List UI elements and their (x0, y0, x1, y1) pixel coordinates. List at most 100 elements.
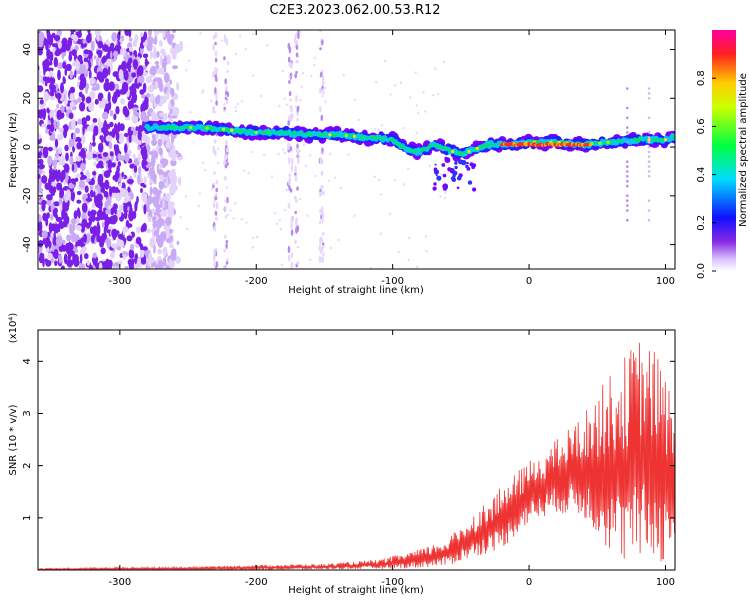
colorbar-tick-label: 0.8 (696, 70, 707, 86)
ridge-cell (252, 129, 255, 133)
ridge-cell (337, 132, 341, 136)
noise-speckle (82, 124, 85, 136)
noise-speckle (444, 190, 447, 193)
noise-speckle (38, 70, 41, 76)
noise-speckle (149, 73, 153, 79)
noise-speckle (155, 192, 161, 199)
noise-speckle (225, 85, 228, 93)
ridge-cell (217, 128, 221, 132)
noise-speckle (43, 147, 49, 159)
noise-speckle (275, 222, 279, 226)
noise-speckle (288, 80, 291, 84)
spectrogram-x-label: Height of straight line (km) (288, 285, 424, 296)
noise-speckle (58, 254, 63, 264)
noise-speckle (63, 253, 68, 265)
noise-speckle (92, 133, 96, 143)
noise-speckle (78, 263, 86, 269)
noise-speckle (163, 72, 170, 84)
noise-speckle (44, 182, 51, 190)
noise-speckle (102, 261, 107, 269)
noise-speckle (319, 47, 322, 51)
noise-speckle (189, 111, 192, 114)
noise-speckle (320, 151, 323, 154)
ridge-cell (603, 140, 608, 145)
noise-speckle (296, 60, 299, 64)
y-tick-label: -20 (22, 188, 33, 204)
noise-speckle (158, 165, 162, 171)
noise-speckle (298, 155, 301, 159)
noise-speckle (162, 199, 165, 209)
noise-speckle (407, 258, 410, 262)
noise-speckle (299, 99, 302, 102)
ridge-blob (472, 163, 477, 168)
noise-speckle (274, 212, 277, 215)
noise-speckle (128, 37, 133, 42)
noise-speckle (143, 41, 148, 47)
noise-speckle (309, 258, 312, 261)
ridge-cell (186, 127, 190, 130)
noise-speckle (214, 149, 217, 157)
noise-speckle (178, 40, 184, 52)
noise-speckle (224, 39, 227, 43)
noise-speckle (215, 216, 218, 221)
noise-speckle (202, 161, 205, 164)
ridge-cell (331, 133, 336, 138)
ridge-cell (324, 133, 327, 137)
noise-speckle (310, 74, 313, 78)
noise-speckle (90, 40, 95, 52)
noise-speckle (439, 195, 442, 198)
noise-speckle (149, 186, 153, 196)
ridge-cell (210, 126, 215, 131)
noise-speckle (134, 254, 138, 265)
noise-speckle (84, 253, 89, 260)
noise-speckle (59, 189, 63, 201)
noise-speckle (142, 246, 148, 251)
ridge-blob (442, 173, 447, 178)
noise-speckle (127, 100, 133, 110)
noise-speckle (48, 51, 54, 62)
noise-speckle (70, 151, 73, 158)
noise-speckle (64, 192, 69, 203)
noise-speckle (130, 126, 135, 132)
noise-speckle (170, 251, 177, 261)
noise-speckle (80, 175, 87, 180)
noise-speckle (283, 97, 286, 101)
ridge-cell (175, 125, 178, 128)
noise-speckle (287, 56, 291, 63)
ridge-cell (248, 129, 252, 133)
ridge-cell (672, 134, 675, 139)
noise-speckle (131, 134, 135, 143)
noise-speckle (109, 151, 114, 157)
noise-speckle (136, 226, 141, 234)
ridge-cell (418, 151, 423, 156)
noise-speckle (81, 246, 88, 252)
noise-speckle (153, 230, 160, 237)
noise-speckle (214, 57, 218, 63)
noise-speckle (76, 142, 83, 150)
noise-speckle (74, 127, 80, 134)
noise-speckle (626, 179, 629, 183)
ridge-cell (299, 131, 303, 136)
x-tick-label: -300 (108, 276, 131, 287)
ridge-hotspot (467, 149, 471, 154)
noise-speckle (53, 231, 56, 243)
noise-speckle (143, 204, 147, 215)
noise-speckle (135, 201, 138, 207)
noise-speckle (42, 212, 48, 222)
noise-speckle (415, 104, 418, 107)
noise-speckle (238, 35, 242, 38)
ridge-cell (383, 136, 386, 140)
noise-speckle (285, 188, 288, 192)
noise-speckle (156, 94, 161, 100)
noise-speckle (148, 209, 153, 218)
spectrogram-marks (38, 30, 675, 269)
noise-speckle (415, 131, 419, 134)
noise-speckle (147, 259, 152, 267)
noise-speckle (138, 140, 142, 145)
noise-speckle (159, 112, 166, 117)
ridge-hotspot (230, 128, 234, 132)
noise-speckle (51, 198, 55, 204)
noise-speckle (215, 76, 218, 83)
figure-title: C2E3.2023.062.00.53.R12 (269, 3, 440, 18)
